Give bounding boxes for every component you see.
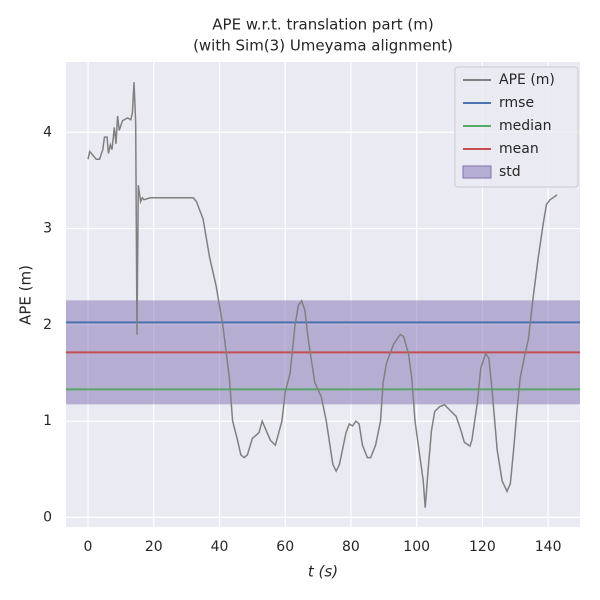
x-tick-label: 0	[84, 539, 93, 555]
marks	[66, 82, 580, 508]
legend: APE (m) rmse median mean std	[454, 66, 579, 188]
x-tick-label: 140	[535, 539, 562, 555]
x-tick-label: 120	[469, 539, 496, 555]
y-tick-label: 3	[43, 221, 52, 237]
legend-label: APE (m)	[499, 72, 555, 88]
legend-swatch	[462, 165, 492, 179]
x-axis-label: t (s)	[308, 563, 338, 581]
y-tick-label: 4	[43, 124, 52, 140]
legend-label: rmse	[499, 95, 534, 111]
chart-title: APE w.r.t. translation part (m)	[212, 16, 433, 34]
x-tick-label: 80	[342, 539, 360, 555]
legend-label: std	[499, 164, 521, 180]
legend-label: mean	[499, 141, 539, 157]
legend-label: median	[499, 118, 551, 134]
data-line	[87, 82, 558, 508]
chart-subtitle: (with Sim(3) Umeyama alignment)	[193, 37, 453, 55]
legend-box	[454, 66, 579, 188]
x-tick-label: 60	[276, 539, 294, 555]
y-tick-label: 2	[43, 317, 52, 333]
y-axis-label: APE (m)	[17, 265, 35, 325]
y-tick-label: 1	[43, 413, 52, 429]
y-tick-label: 0	[43, 509, 52, 525]
x-tick-label: 40	[211, 539, 229, 555]
x-tick-label: 100	[403, 539, 430, 555]
x-tick-label: 20	[145, 539, 163, 555]
